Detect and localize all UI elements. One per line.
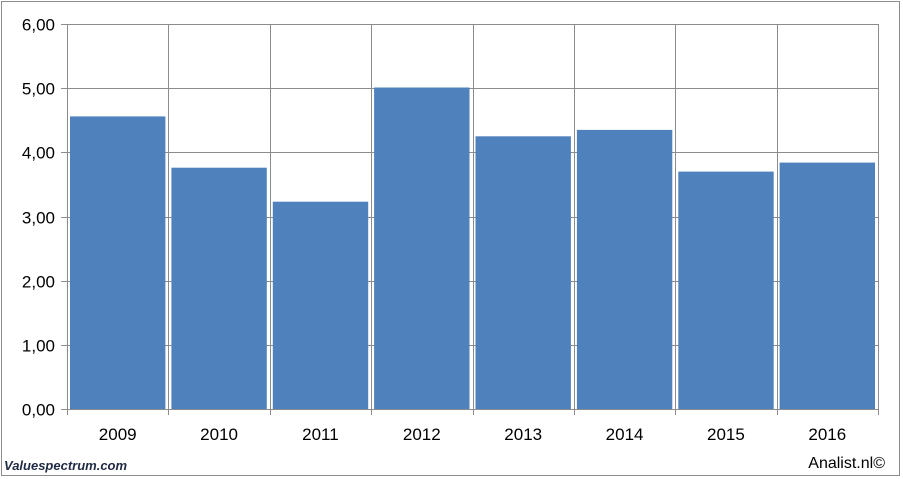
x-tick-label: 2009 bbox=[99, 425, 137, 444]
bar-2015 bbox=[678, 171, 774, 409]
x-tick-label: 2013 bbox=[504, 425, 542, 444]
bar-2010 bbox=[171, 167, 267, 409]
bars bbox=[70, 87, 875, 410]
y-tick-label: 6,00 bbox=[22, 16, 55, 35]
x-tick-label: 2016 bbox=[808, 425, 846, 444]
y-tick-label: 1,00 bbox=[22, 337, 55, 356]
copyright-label: Analist.nl© bbox=[808, 455, 885, 472]
x-tick-label: 2010 bbox=[200, 425, 238, 444]
bar-2009 bbox=[70, 116, 166, 410]
bar-2013 bbox=[475, 136, 571, 410]
y-tick-label: 4,00 bbox=[22, 144, 55, 163]
source-label: Valuespectrum.com bbox=[4, 458, 128, 473]
axes bbox=[61, 24, 878, 410]
y-tick-label: 3,00 bbox=[22, 209, 55, 228]
x-tick-label: 2011 bbox=[302, 425, 339, 444]
bar-2016 bbox=[779, 162, 875, 409]
x-tick-label: 2014 bbox=[606, 425, 644, 444]
y-tick-label: 0,00 bbox=[22, 401, 55, 420]
x-tick-label: 2012 bbox=[403, 425, 441, 444]
y-axis-labels: 0,00 1,00 2,00 3,00 4,00 5,00 6,00 bbox=[22, 16, 55, 420]
x-tick-label: 2015 bbox=[707, 425, 745, 444]
bar-2011 bbox=[272, 201, 369, 409]
x-axis-labels: 2009 2010 2011 2012 2013 2014 2015 2016 bbox=[99, 425, 846, 444]
y-tick-label: 5,00 bbox=[22, 80, 55, 99]
bar-2012 bbox=[374, 87, 470, 409]
bar-2014 bbox=[576, 129, 673, 409]
y-tick-label: 2,00 bbox=[22, 273, 55, 292]
